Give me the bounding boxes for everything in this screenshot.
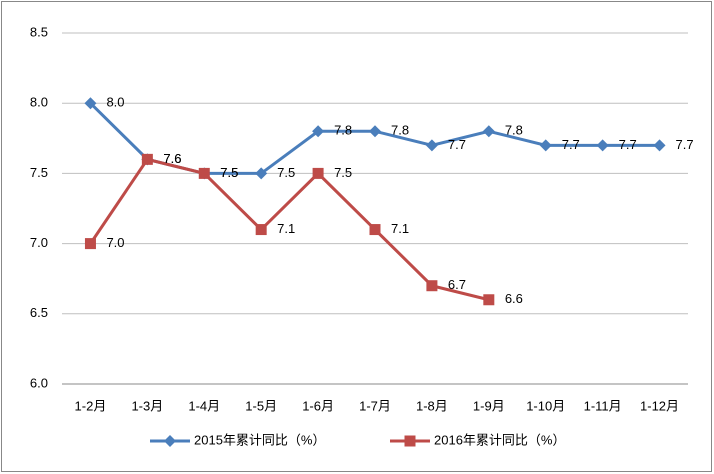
x-tick-label: 1-9月	[473, 398, 505, 413]
data-point	[312, 125, 325, 138]
data-point	[425, 139, 438, 152]
y-tick-label: 6.5	[30, 305, 48, 320]
data-point	[369, 224, 381, 236]
data-point	[482, 125, 495, 138]
data-point	[84, 97, 97, 110]
data-point	[312, 167, 324, 179]
y-tick-label: 8.5	[30, 24, 48, 39]
data-point	[141, 153, 153, 165]
x-tick-label: 1-7月	[359, 398, 391, 413]
x-tick-label: 1-8月	[416, 398, 448, 413]
data-point	[653, 139, 666, 152]
data-label: 7.5	[220, 165, 238, 180]
data-label: 7.8	[391, 123, 409, 138]
data-label: 7.1	[391, 221, 409, 236]
data-point	[539, 139, 552, 152]
data-label: 7.7	[676, 137, 694, 152]
data-label: 7.0	[106, 235, 124, 250]
data-label: 7.6	[163, 151, 181, 166]
data-point	[596, 139, 609, 152]
data-point	[198, 167, 210, 179]
x-tick-label: 1-11月	[584, 398, 622, 413]
x-tick-label: 1-12月	[640, 398, 679, 413]
data-point	[369, 125, 381, 138]
data-point	[255, 167, 268, 180]
data-label: 7.7	[562, 137, 580, 152]
x-tick-label: 1-5月	[245, 398, 277, 413]
data-point	[426, 280, 438, 292]
x-tick-label: 1-4月	[188, 398, 220, 413]
data-label: 7.5	[334, 165, 352, 180]
x-tick-label: 1-3月	[131, 398, 163, 413]
data-label: 7.1	[277, 221, 295, 236]
x-tick-label: 1-2月	[75, 398, 107, 413]
y-tick-label: 8.0	[30, 95, 48, 110]
data-label: 7.5	[220, 165, 238, 180]
data-label: 7.5	[277, 165, 295, 180]
legend-marker	[164, 435, 176, 447]
data-label: 8.0	[106, 95, 124, 110]
data-label: 7.8	[334, 123, 352, 138]
data-label: 7.7	[619, 137, 637, 152]
data-point	[84, 238, 96, 250]
data-point	[255, 224, 267, 236]
data-label: 6.7	[448, 277, 466, 292]
data-label: 7.7	[448, 137, 466, 152]
x-tick-label: 1-6月	[302, 398, 334, 413]
series-line	[89, 157, 490, 302]
legend-marker	[404, 435, 416, 447]
legend-label: 2016年累计同比（%）	[434, 432, 565, 447]
data-label: 7.8	[505, 123, 523, 138]
data-label: 7.6	[163, 151, 181, 166]
data-label: 6.6	[505, 291, 523, 306]
y-tick-label: 7.0	[30, 235, 48, 250]
x-tick-label: 1-10月	[526, 398, 565, 413]
legend-label: 2015年累计同比（%）	[194, 432, 325, 447]
data-point	[483, 294, 495, 306]
y-tick-label: 7.5	[30, 165, 48, 180]
y-tick-label: 6.0	[30, 375, 48, 390]
